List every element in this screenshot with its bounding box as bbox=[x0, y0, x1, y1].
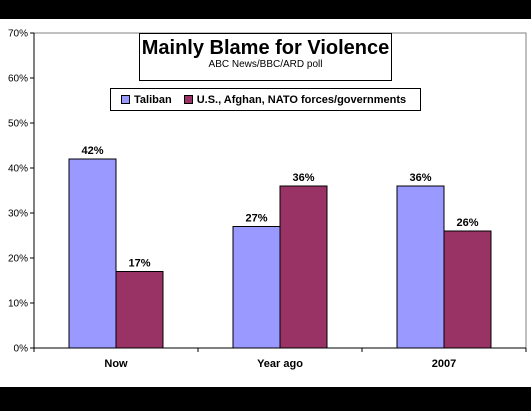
y-tick-label: 0% bbox=[14, 344, 29, 355]
y-tick-label: 20% bbox=[8, 254, 28, 265]
legend-item-forces: U.S., Afghan, NATO forces/governments bbox=[183, 93, 407, 106]
bars bbox=[68, 158, 492, 349]
legend-label-forces: U.S., Afghan, NATO forces/governments bbox=[196, 93, 407, 106]
legend-item-taliban: Taliban bbox=[121, 94, 172, 106]
y-tick-label: 40% bbox=[8, 164, 28, 175]
data-labels: 42% 17% 27% 36% 36% 26% bbox=[81, 145, 478, 270]
chart-title-box: Mainly Blame for Violence ABC News/BBC/A… bbox=[139, 33, 392, 81]
y-tick-label: 60% bbox=[8, 74, 28, 85]
bar-chart: 0%10%20%30%40%50%60%70% Now Year ago 2007 … bbox=[8, 29, 527, 370]
data-label: 42% bbox=[81, 145, 103, 157]
x-tick-label: Now bbox=[104, 358, 128, 370]
bar bbox=[396, 185, 445, 349]
bar bbox=[279, 185, 328, 349]
x-axis: Now Year ago 2007 bbox=[33, 347, 527, 370]
y-tick-label: 10% bbox=[8, 299, 28, 310]
data-label: 26% bbox=[456, 217, 478, 229]
bar bbox=[443, 230, 492, 349]
chart-subtitle: ABC News/BBC/ARD poll bbox=[208, 59, 323, 70]
y-tick-label: 70% bbox=[8, 29, 28, 40]
x-tick-label: 2007 bbox=[432, 358, 456, 370]
chart-title: Mainly Blame for Violence bbox=[141, 37, 390, 59]
chart-frame: 0% 10% 20% 30% 40% 50% 60% 70% Now Year ago 2007 … bbox=[0, 19, 531, 387]
legend-swatch-taliban bbox=[121, 95, 130, 104]
data-label: 17% bbox=[128, 258, 150, 270]
y-axis: 0% 10% 20% 30% 40% 50% 60% 70% bbox=[8, 29, 35, 355]
legend-label-taliban: Taliban bbox=[134, 93, 172, 106]
bar bbox=[232, 226, 281, 349]
y-tick-label: 30% bbox=[8, 209, 28, 220]
bar bbox=[68, 158, 117, 349]
data-label: 27% bbox=[245, 213, 267, 225]
bar bbox=[115, 271, 164, 349]
data-label: 36% bbox=[292, 172, 314, 184]
x-tick-label: Year ago bbox=[257, 358, 303, 370]
data-label: 36% bbox=[409, 172, 431, 184]
legend: Taliban U.S., Afghan, NATO forces/govern… bbox=[110, 88, 421, 111]
y-tick-label: 50% bbox=[8, 119, 28, 130]
legend-swatch-forces bbox=[183, 95, 193, 104]
